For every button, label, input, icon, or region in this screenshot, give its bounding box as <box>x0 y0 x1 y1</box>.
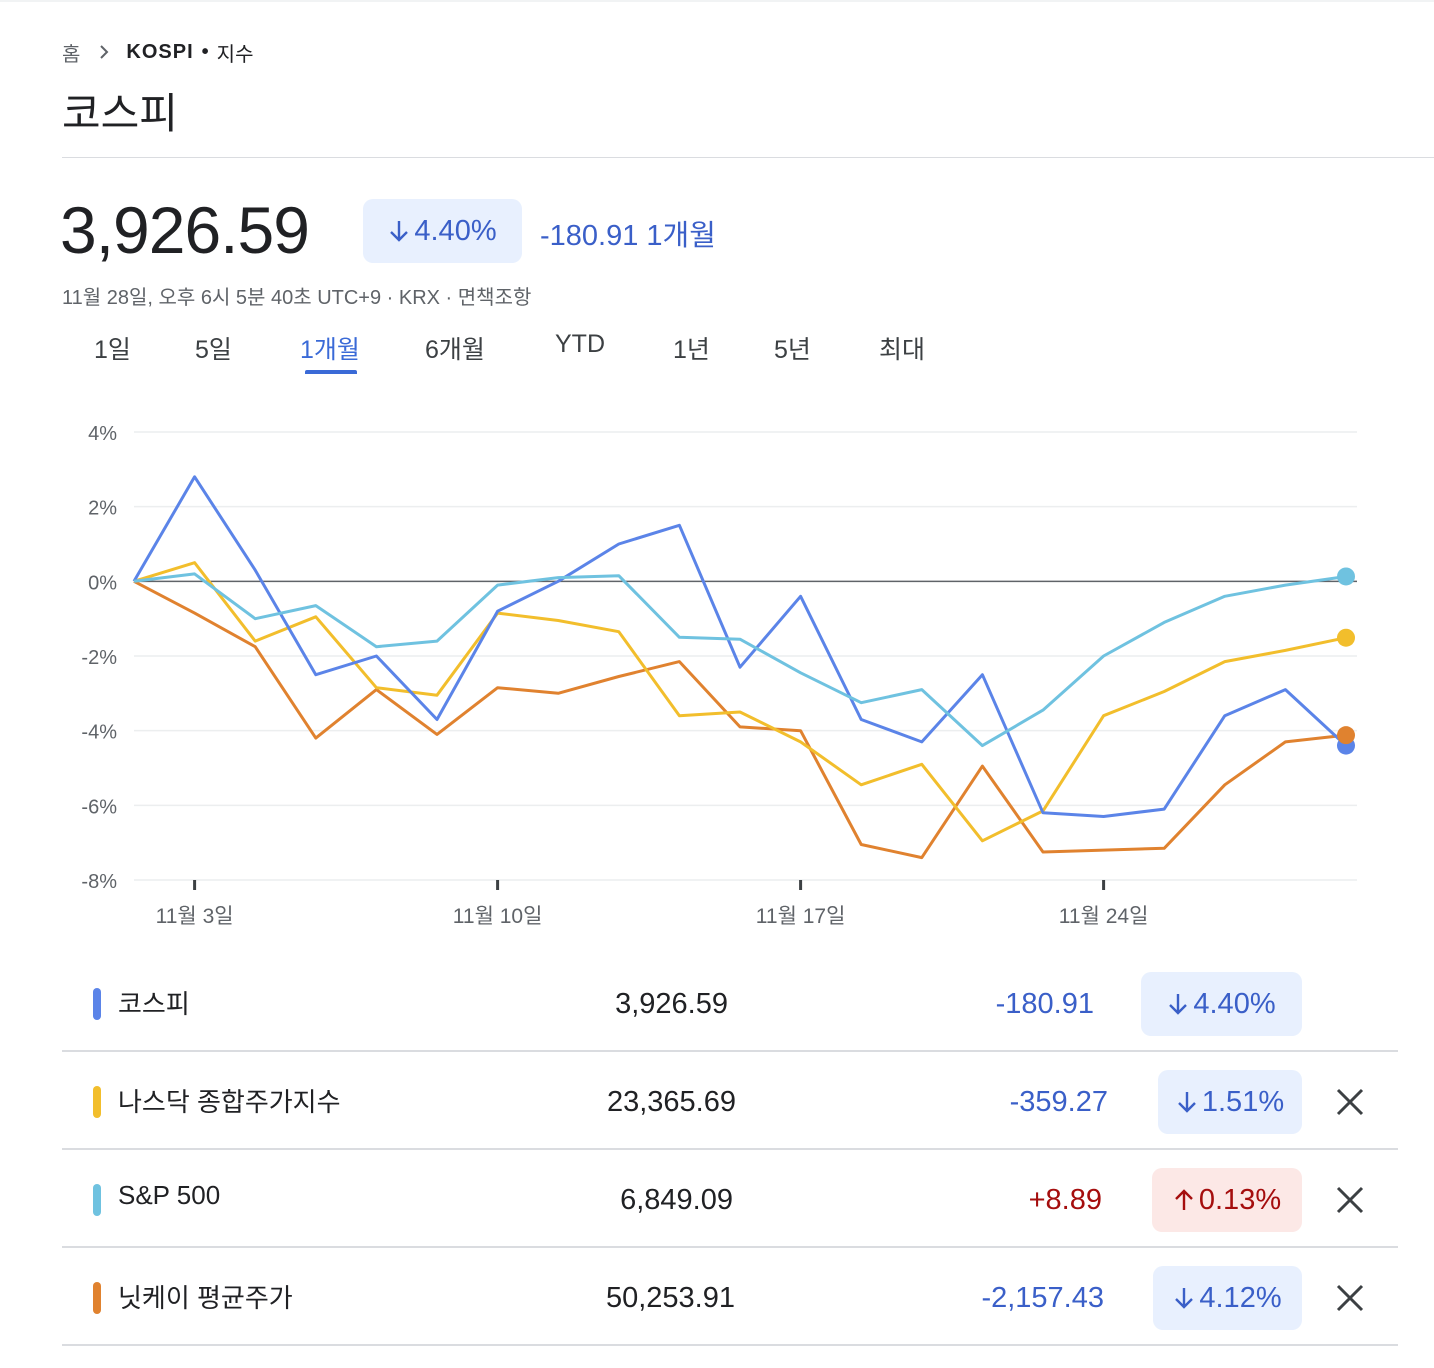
y-tick-label: -8% <box>81 871 117 893</box>
tab-5y[interactable]: 5년 <box>774 336 811 364</box>
arrow-up-icon <box>1175 1189 1193 1210</box>
arrow-down-icon <box>1175 1288 1194 1309</box>
series-color-swatch <box>93 1184 101 1216</box>
series-line <box>132 475 1348 818</box>
series-name: S&P 500 <box>118 1180 221 1210</box>
arrow-down-icon <box>1178 1092 1196 1113</box>
series-change-percent: 4.40% <box>1193 987 1276 1020</box>
breadcrumb-ticker: KOSPI <box>126 40 194 63</box>
page-title: 코스피 <box>62 90 178 137</box>
series-end-point <box>1337 567 1355 586</box>
row-divider <box>62 1344 1398 1346</box>
row-divider <box>62 1050 1398 1052</box>
series-color-swatch <box>93 1086 101 1118</box>
series-value: 6,849.09 <box>620 1184 733 1216</box>
series-change-abs: +8.89 <box>1028 1184 1102 1216</box>
series-change-percent: 1.51% <box>1201 1085 1285 1118</box>
change-percent: 4.40% <box>414 214 497 247</box>
x-tick-label: 11월 3일 <box>156 905 234 928</box>
divider <box>62 157 1434 158</box>
breadcrumb-kind: 지수 <box>216 43 254 66</box>
row-divider <box>62 1148 1398 1150</box>
tab-1d[interactable]: 1일 <box>94 336 131 364</box>
series-name: 코스피 <box>118 989 190 1019</box>
series-line <box>133 572 1347 748</box>
breadcrumb-home[interactable]: 홈 <box>62 43 81 66</box>
quote-timestamp: 11월 28일, 오후 6시 5분 40초 UTC+9 · KRX · 면책조항 <box>62 287 532 309</box>
comparison-row-nasdaq[interactable]: 나스닥 종합주가지수 23,365.69 -359.27 1.51% <box>62 1052 1398 1150</box>
series-change-badge: 4.12% <box>1153 1266 1302 1330</box>
series-color-swatch <box>93 1282 101 1314</box>
remove-comparison-close-icon[interactable] <box>1330 1082 1370 1122</box>
comparison-row-sp500[interactable]: S&P 500 6,849.09 +8.89 0.13% <box>62 1150 1398 1248</box>
remove-comparison-close-icon[interactable] <box>1330 1278 1370 1318</box>
tab-ytd[interactable]: YTD <box>555 330 605 358</box>
price-value: 3,926.59 <box>60 193 310 267</box>
series-change-badge: 1.51% <box>1158 1070 1302 1134</box>
x-tick-label: 11월 17일 <box>756 905 846 928</box>
period-label: 1개월 <box>646 220 716 252</box>
series-change-abs: -2,157.43 <box>981 1282 1104 1314</box>
tab-6m[interactable]: 6개월 <box>425 336 485 364</box>
series-change-badge: 4.40% <box>1141 972 1302 1036</box>
change-percent-badge: 4.40% <box>363 199 522 263</box>
y-tick-label: 2% <box>88 498 117 520</box>
y-tick-label: -2% <box>81 647 117 669</box>
series-value: 3,926.59 <box>615 988 728 1020</box>
row-divider <box>62 1246 1398 1248</box>
tab-5d[interactable]: 5일 <box>195 336 232 364</box>
y-tick-label: -6% <box>81 796 117 818</box>
series-change-abs: -180.91 <box>995 988 1094 1020</box>
tab-1y[interactable]: 1년 <box>673 336 710 364</box>
comparison-line-chart[interactable]: 4% 2% 0% -2% -4% -6% -8% 11월 3일 11월 10일 11월 17일 1… <box>0 400 1434 945</box>
series-value: 23,365.69 <box>606 1086 736 1118</box>
y-tick-label: -4% <box>81 722 117 744</box>
comparison-row-nikkei[interactable]: 닛케이 평균주가 50,253.91 -2,157.43 4.12% <box>62 1248 1398 1346</box>
active-tab-indicator <box>305 370 357 374</box>
series-name: 나스닥 종합주가지수 <box>118 1087 341 1117</box>
series-line <box>133 561 1347 843</box>
chevron-right-icon <box>100 45 109 59</box>
arrow-down-icon <box>1169 994 1188 1015</box>
y-tick-label: 4% <box>88 423 117 445</box>
tab-max[interactable]: 최대 <box>879 336 926 364</box>
arrow-down-icon <box>390 221 409 242</box>
series-color-swatch <box>93 988 101 1020</box>
series-line <box>133 579 1347 860</box>
y-tick-label: 0% <box>88 572 117 594</box>
breadcrumb: 홈 KOSPI • 지수 <box>62 38 253 66</box>
series-change-badge: 0.13% <box>1152 1168 1302 1232</box>
breadcrumb-separator: • <box>201 40 209 63</box>
change-summary: -180.91 1개월 <box>540 212 716 254</box>
series-change-percent: 0.13% <box>1198 1183 1282 1216</box>
remove-comparison-close-icon[interactable] <box>1330 1180 1370 1220</box>
x-tick-label: 11월 10일 <box>453 905 543 928</box>
series-value: 50,253.91 <box>605 1282 735 1314</box>
tab-1m[interactable]: 1개월 <box>300 336 360 364</box>
change-abs: -180.91 <box>540 220 639 252</box>
series-end-point <box>1337 628 1355 647</box>
series-change-percent: 4.12% <box>1199 1281 1282 1314</box>
series-change-abs: -359.27 <box>1009 1086 1108 1118</box>
comparison-row-kospi[interactable]: 코스피 3,926.59 -180.91 4.40% <box>62 954 1398 1052</box>
x-tick-label: 11월 24일 <box>1059 905 1149 928</box>
top-border <box>0 0 1434 6</box>
series-name: 닛케이 평균주가 <box>118 1283 293 1313</box>
series-end-point <box>1337 726 1355 745</box>
